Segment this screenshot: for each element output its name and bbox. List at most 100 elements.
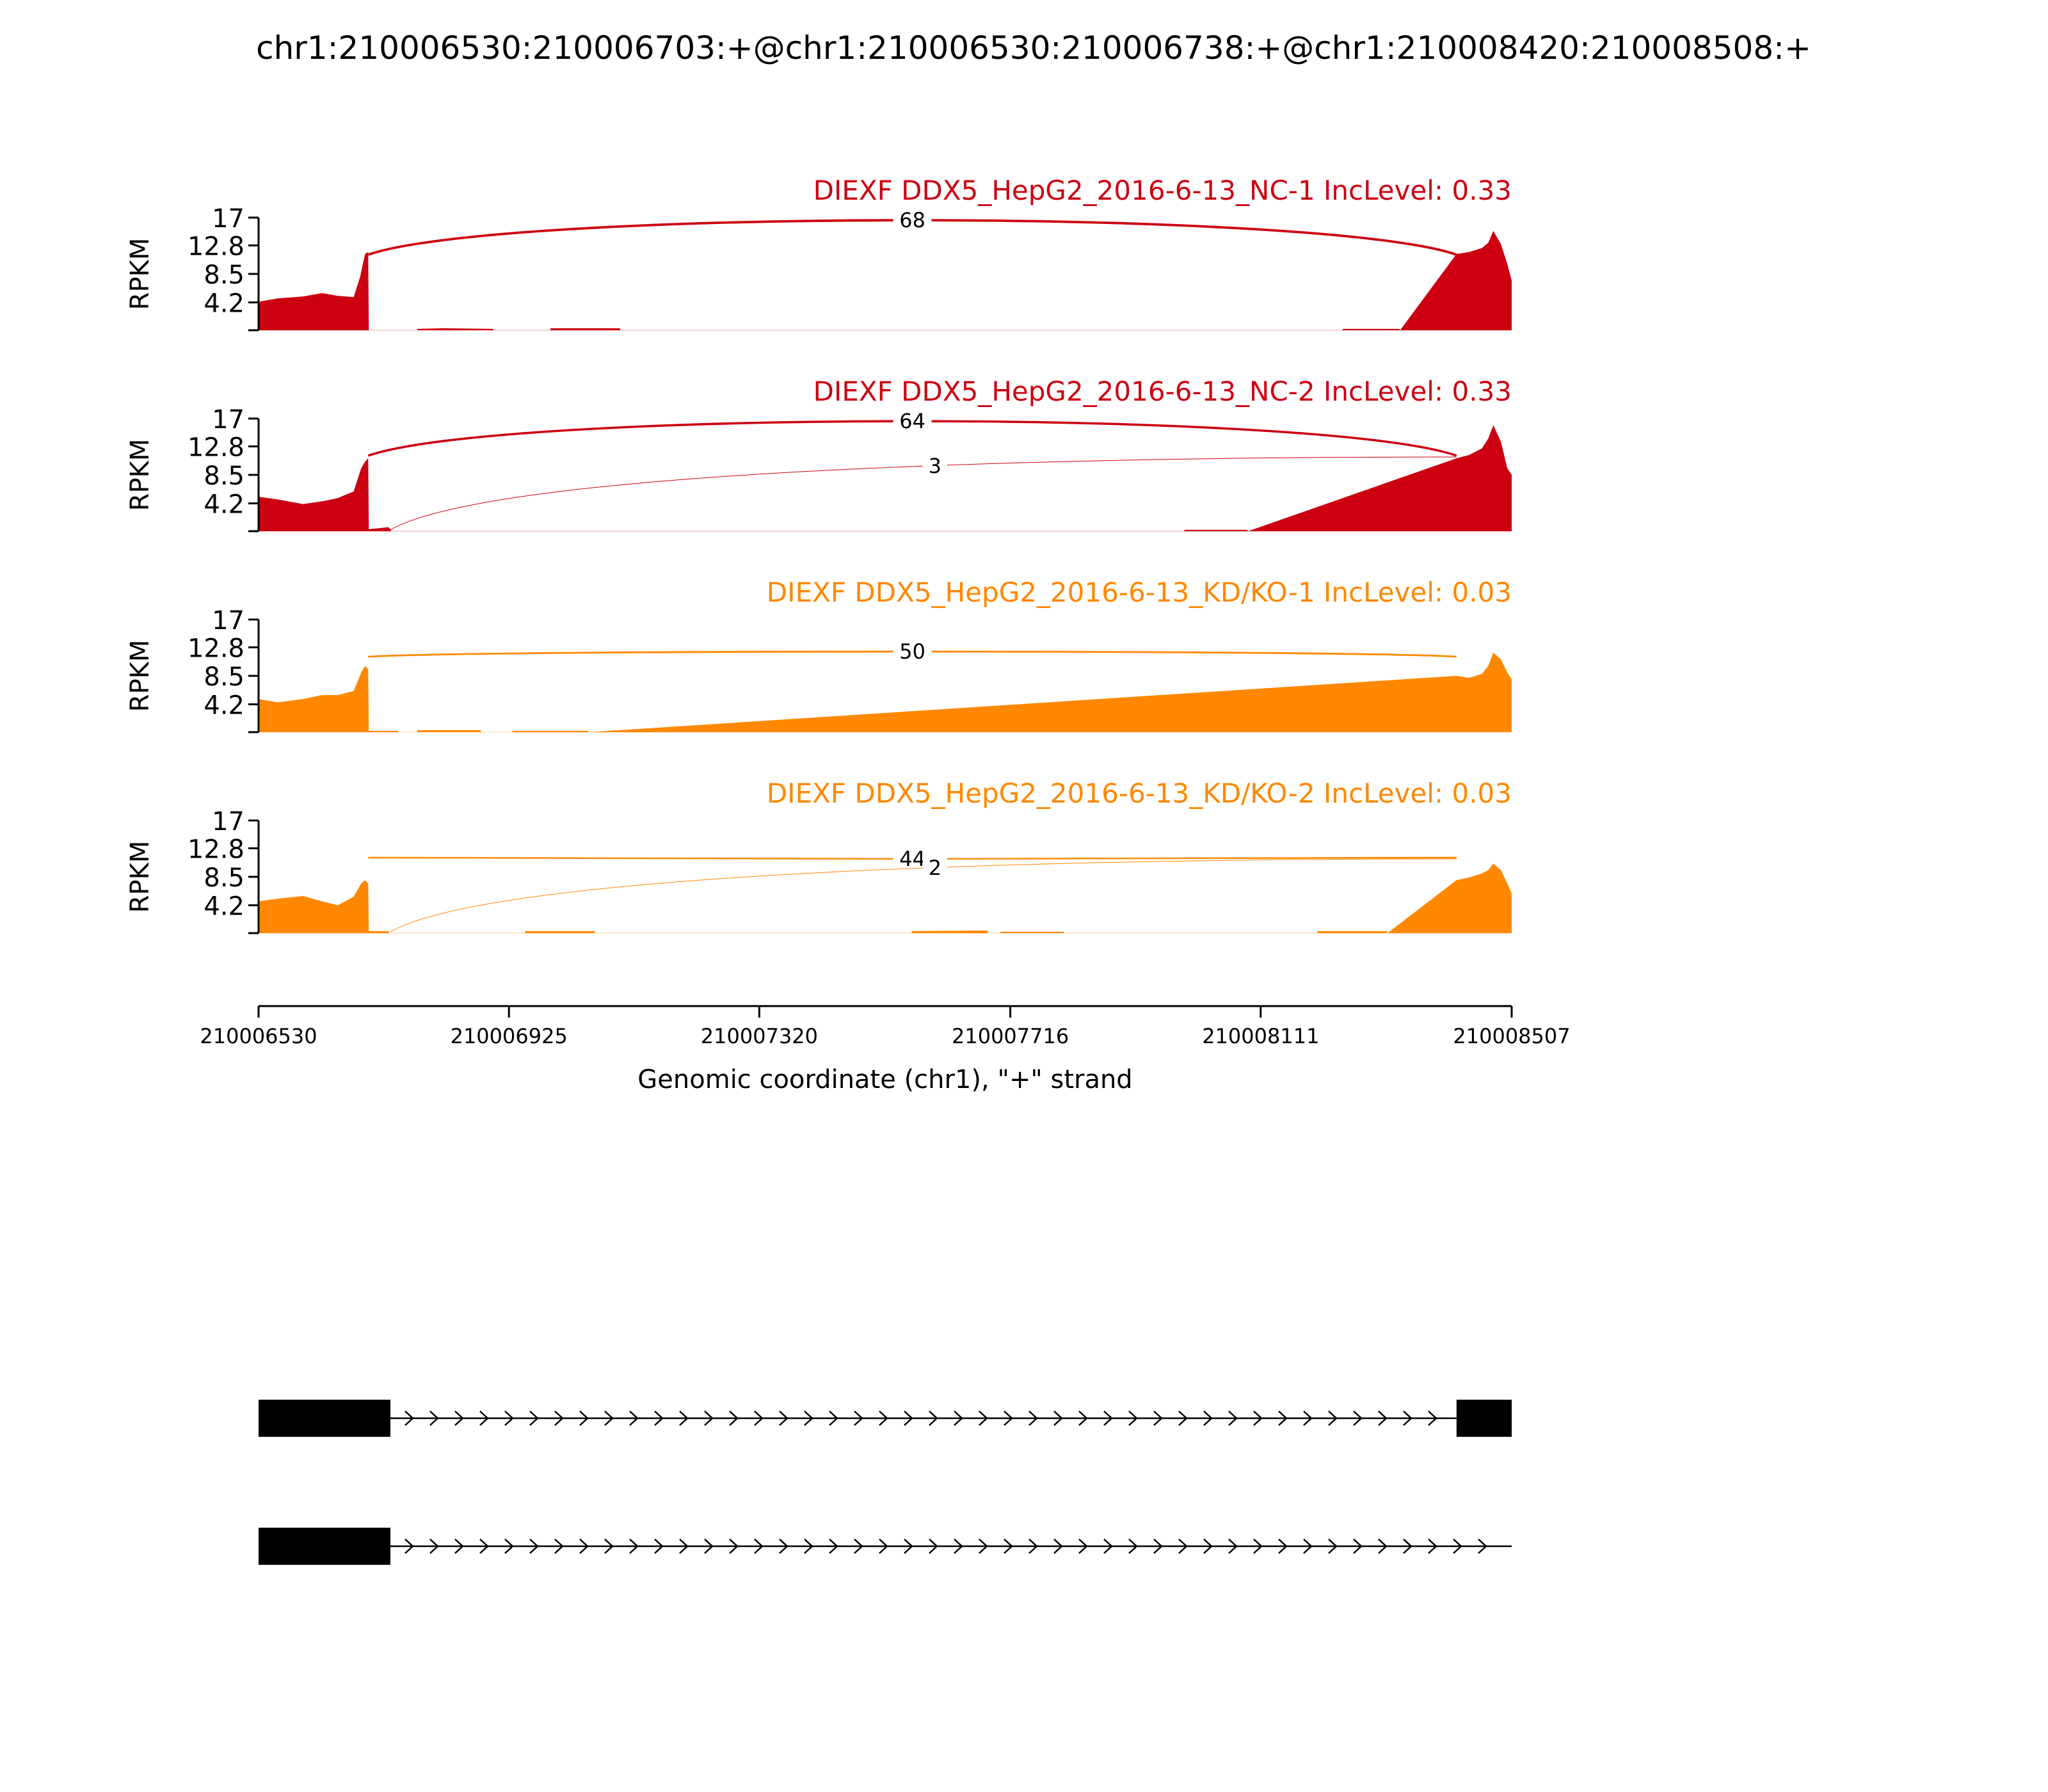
strand-chevron	[754, 1539, 764, 1554]
strand-chevron	[1353, 1539, 1363, 1554]
strand-chevron	[504, 1539, 514, 1554]
y-tick-label: 8.5	[204, 662, 244, 692]
strand-chevron	[979, 1539, 988, 1554]
strand-chevron	[704, 1411, 714, 1426]
track-label: DIEXF DDX5_HepG2_2016-6-13_KD/KO-2 IncLe…	[767, 778, 1512, 809]
strand-chevron	[829, 1539, 838, 1554]
y-axis-label: RPKM	[125, 238, 155, 310]
strand-chevron	[1328, 1411, 1338, 1426]
strand-chevron	[1253, 1539, 1263, 1554]
strand-chevron	[779, 1411, 788, 1426]
x-tick-label: 210007320	[701, 1024, 818, 1048]
strand-chevron	[1153, 1539, 1163, 1554]
junction-count-label: 64	[899, 409, 925, 433]
y-tick-label: 8.5	[204, 461, 244, 491]
strand-chevron	[804, 1539, 813, 1554]
strand-chevron	[1078, 1539, 1088, 1554]
y-tick-label: 4.2	[204, 289, 244, 319]
strand-chevron	[804, 1411, 813, 1426]
y-tick-label: 12.8	[188, 835, 244, 864]
junction-count-label: 2	[929, 856, 941, 880]
chart-title: chr1:210006530:210006703:+@chr1:21000653…	[256, 29, 1811, 67]
y-tick-label: 17	[212, 405, 244, 435]
strand-chevron	[954, 1411, 963, 1426]
strand-chevron	[1028, 1539, 1038, 1554]
strand-chevron	[654, 1411, 664, 1426]
strand-chevron	[854, 1539, 863, 1554]
strand-chevron	[429, 1411, 439, 1426]
junction-label-box	[893, 207, 932, 232]
strand-chevron	[654, 1539, 664, 1554]
strand-chevron	[1353, 1411, 1363, 1426]
strand-chevron	[1303, 1411, 1313, 1426]
junction-label-box	[893, 408, 932, 433]
exon-block	[1456, 1400, 1512, 1437]
y-tick-label: 4.2	[204, 691, 244, 721]
strand-chevron	[854, 1411, 863, 1426]
strand-chevron	[1203, 1539, 1213, 1554]
strand-chevron	[1428, 1539, 1437, 1554]
x-tick-label: 210006530	[200, 1024, 317, 1048]
strand-chevron	[879, 1539, 888, 1554]
isoform-track	[259, 1528, 1512, 1565]
strand-chevron	[729, 1411, 739, 1426]
strand-chevron	[1403, 1539, 1412, 1554]
x-tick-label: 210008111	[1202, 1024, 1319, 1048]
strand-chevron	[1004, 1411, 1013, 1426]
strand-chevron	[1278, 1411, 1288, 1426]
strand-chevron	[979, 1411, 988, 1426]
strand-chevron	[479, 1539, 489, 1554]
strand-chevron	[1278, 1539, 1288, 1554]
strand-chevron	[1103, 1411, 1113, 1426]
x-tick-label: 210007716	[952, 1024, 1069, 1048]
strand-chevron	[1378, 1539, 1388, 1554]
strand-chevron	[1453, 1539, 1462, 1554]
y-tick-label: 8.5	[204, 863, 244, 893]
strand-chevron	[604, 1411, 614, 1426]
track-label: DIEXF DDX5_HepG2_2016-6-13_NC-2 IncLevel…	[813, 376, 1512, 407]
strand-chevron	[404, 1539, 414, 1554]
strand-chevron	[1078, 1411, 1088, 1426]
y-axis-label: RPKM	[125, 640, 155, 712]
strand-chevron	[1478, 1539, 1487, 1554]
strand-chevron	[629, 1539, 639, 1554]
strand-chevron	[904, 1539, 913, 1554]
y-tick-label: 17	[212, 807, 244, 836]
strand-chevron	[454, 1539, 464, 1554]
strand-chevron	[579, 1539, 589, 1554]
x-tick-label: 210008507	[1453, 1024, 1570, 1048]
strand-chevron	[754, 1411, 764, 1426]
strand-chevron	[1378, 1411, 1388, 1426]
strand-chevron	[679, 1539, 689, 1554]
strand-chevron	[1228, 1411, 1238, 1426]
junction-count-label: 3	[929, 454, 941, 478]
strand-chevron	[829, 1411, 838, 1426]
exon-block	[259, 1400, 391, 1437]
strand-chevron	[954, 1539, 963, 1554]
track-label: DIEXF DDX5_HepG2_2016-6-13_NC-1 IncLevel…	[813, 175, 1512, 206]
strand-chevron	[604, 1539, 614, 1554]
strand-chevron	[1153, 1411, 1163, 1426]
junction-count-label: 68	[899, 208, 925, 232]
strand-chevron	[1004, 1539, 1013, 1554]
strand-chevron	[1203, 1411, 1213, 1426]
strand-chevron	[454, 1411, 464, 1426]
isoform-track	[259, 1400, 1512, 1437]
y-tick-label: 4.2	[204, 892, 244, 922]
strand-chevron	[779, 1539, 788, 1554]
y-tick-label: 12.8	[188, 232, 244, 261]
junction-label-box	[922, 453, 947, 478]
strand-chevron	[479, 1411, 489, 1426]
strand-chevron	[1128, 1411, 1138, 1426]
strand-chevron	[1028, 1411, 1038, 1426]
junction-count-label: 50	[899, 639, 925, 664]
y-tick-label: 12.8	[188, 433, 244, 462]
strand-chevron	[1303, 1539, 1313, 1554]
strand-chevron	[729, 1539, 739, 1554]
